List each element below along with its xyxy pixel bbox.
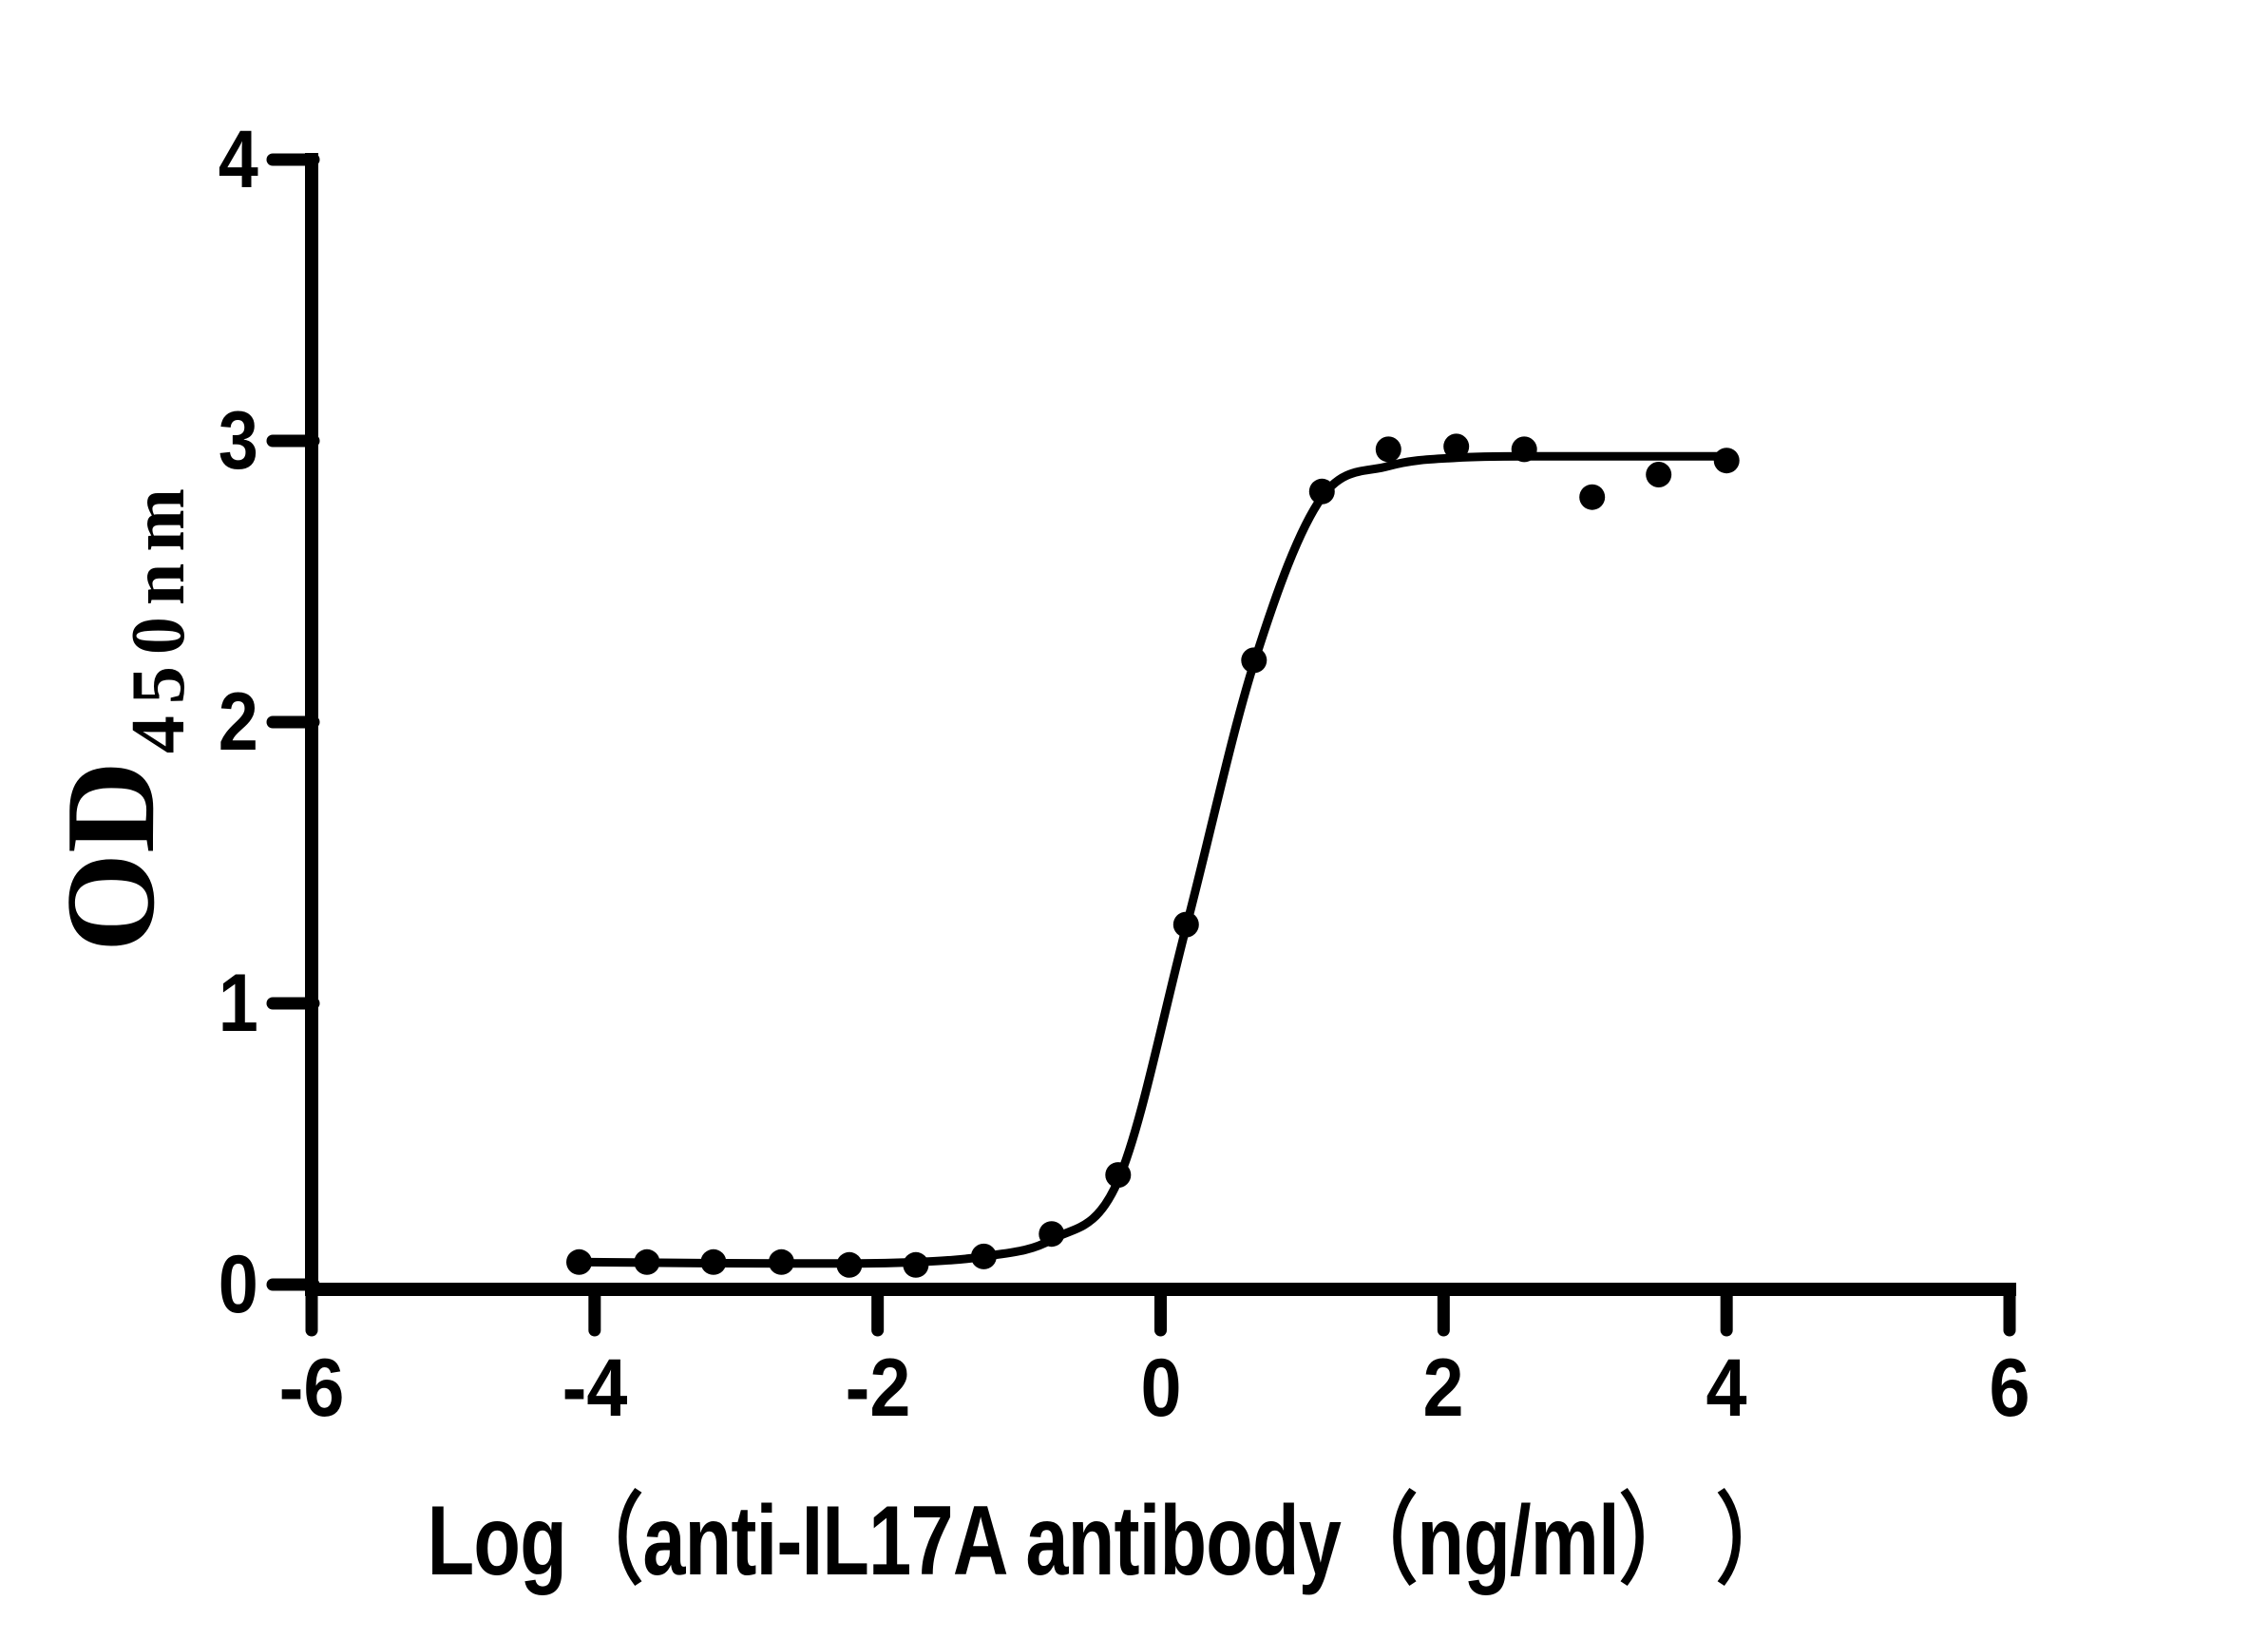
data-point bbox=[768, 1248, 794, 1275]
y-axis-title: OD450nm bbox=[40, 477, 200, 952]
data-point bbox=[1375, 436, 1401, 463]
data-point bbox=[1511, 436, 1537, 463]
data-point bbox=[1105, 1162, 1132, 1189]
data-point bbox=[1172, 911, 1199, 938]
y-tick-label: 0 bbox=[218, 1239, 258, 1330]
y-tick-label: 1 bbox=[218, 958, 258, 1049]
data-point bbox=[903, 1251, 929, 1278]
data-point bbox=[1646, 462, 1672, 487]
y-axis-title-main: OD bbox=[40, 761, 181, 953]
data-point bbox=[700, 1248, 727, 1275]
x-axis-title: Log（anti-IL17A antibody（ng/ml） ） bbox=[427, 1486, 1793, 1596]
x-tick-label: 4 bbox=[1706, 1343, 1747, 1434]
y-axis-title-subscript: 450nm bbox=[117, 476, 200, 754]
x-tick-label: -2 bbox=[845, 1343, 911, 1434]
y-tick-label: 2 bbox=[218, 677, 258, 768]
data-point bbox=[836, 1251, 863, 1278]
x-tick-label: 0 bbox=[1139, 1343, 1182, 1434]
data-point bbox=[970, 1243, 997, 1269]
data-point bbox=[1241, 647, 1267, 674]
data-point bbox=[1443, 433, 1470, 460]
y-tick-label: 3 bbox=[218, 395, 258, 486]
y-tick-label: 4 bbox=[218, 114, 258, 205]
x-tick-label: 2 bbox=[1422, 1343, 1464, 1434]
data-point bbox=[566, 1248, 592, 1275]
x-tick-label: -4 bbox=[562, 1343, 628, 1434]
data-point bbox=[1308, 478, 1335, 505]
data-point bbox=[634, 1248, 660, 1275]
data-point bbox=[1579, 484, 1606, 510]
x-tick-label: -6 bbox=[278, 1343, 345, 1434]
data-point bbox=[1039, 1221, 1065, 1248]
data-point bbox=[1713, 448, 1740, 474]
fit-curve bbox=[579, 451, 1727, 1268]
x-tick-label: 6 bbox=[1989, 1343, 2030, 1434]
